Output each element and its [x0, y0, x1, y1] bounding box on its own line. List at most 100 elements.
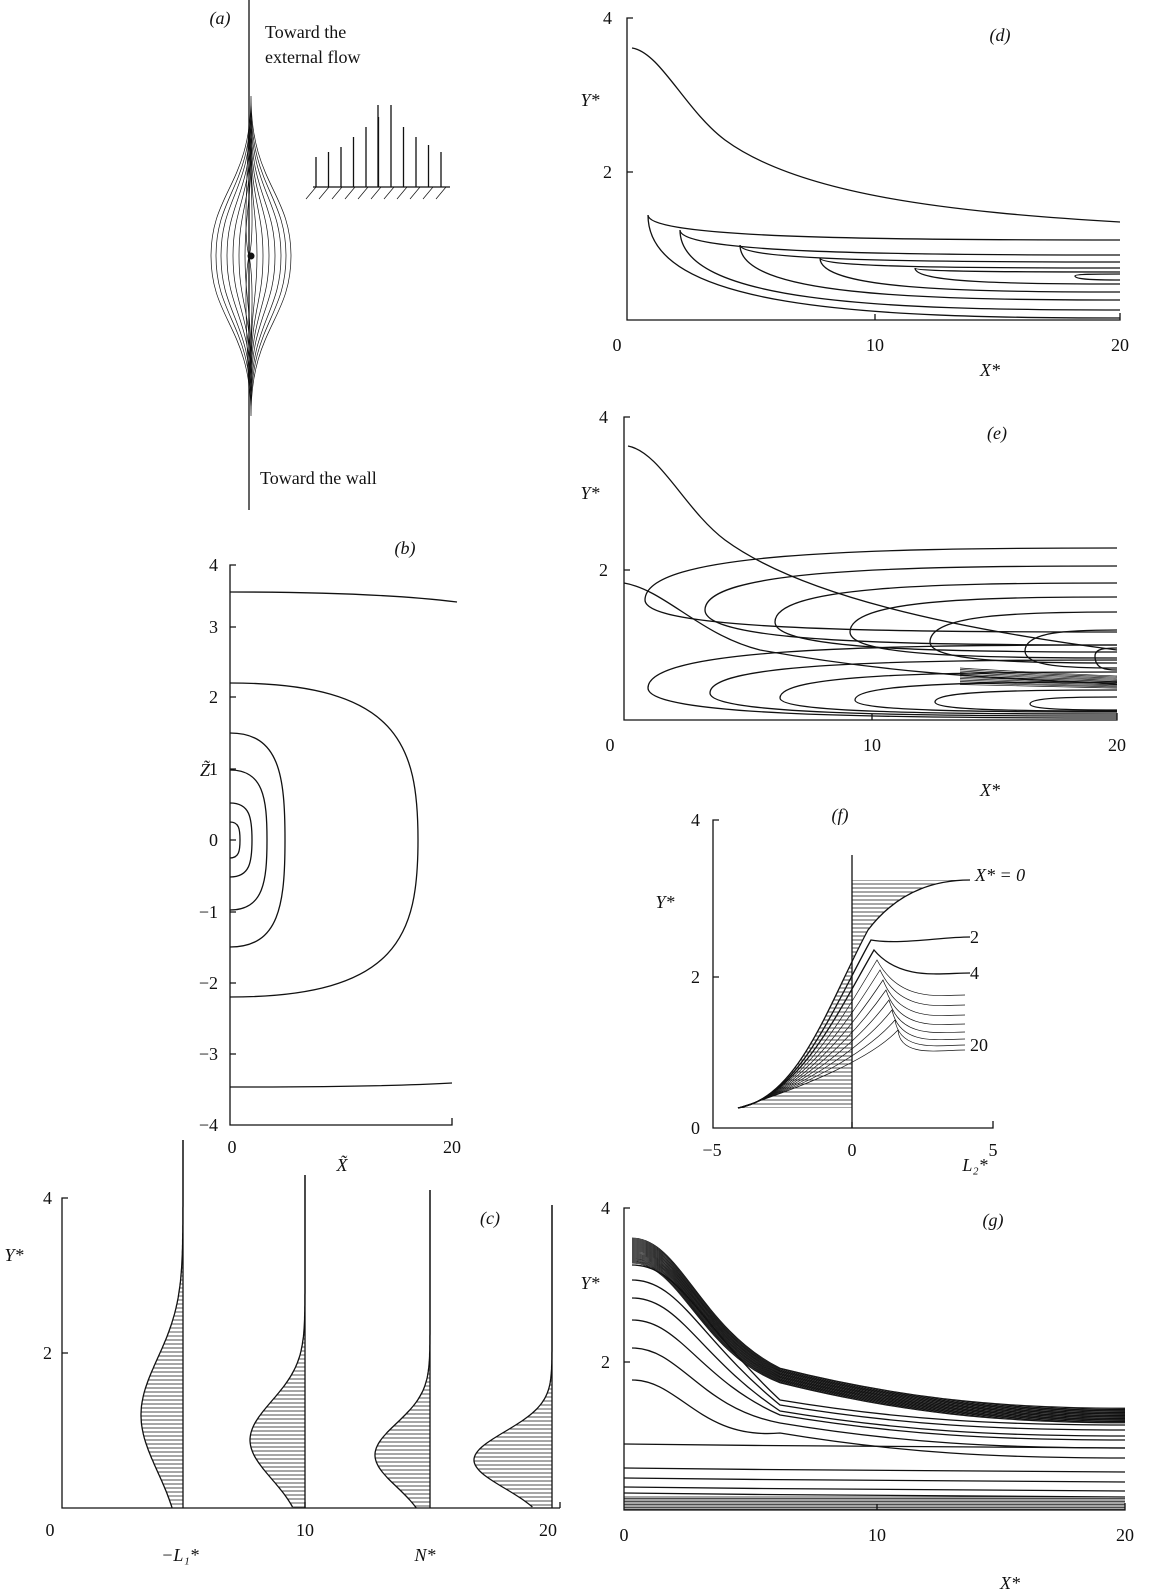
- y-tick-label: 2: [209, 687, 218, 707]
- y-axis-label: Y*: [580, 483, 600, 503]
- streamline: [631, 1242, 1126, 1412]
- contour: [229, 682, 419, 998]
- stream-tube: [226, 119, 276, 393]
- contour: [709, 659, 1118, 717]
- contour: [229, 591, 458, 603]
- contour: [229, 821, 241, 859]
- contour: [959, 684, 1118, 689]
- wall-hatch: [409, 186, 421, 200]
- streamline: [631, 1255, 1126, 1420]
- annotation: Toward the external flow: [265, 22, 361, 67]
- x-tick-label: 20: [1116, 1525, 1134, 1545]
- streamline: [631, 1247, 1126, 1415]
- y-axis-label: Z̃: [199, 760, 211, 780]
- profile-curve: [737, 959, 966, 1109]
- contour: [739, 244, 1121, 301]
- streamline: [631, 1256, 1126, 1420]
- x-tick-label: 0: [612, 335, 622, 355]
- contour: [959, 676, 1118, 683]
- x-tick-label: 10: [296, 1520, 314, 1540]
- profile: [249, 1175, 306, 1508]
- streamline: [631, 1239, 1126, 1410]
- contour: [644, 547, 1118, 633]
- y-tick-label: 4: [601, 1198, 610, 1218]
- contour: [779, 671, 1118, 715]
- panel-label: (e): [987, 423, 1007, 443]
- x-tick-label: 20: [1108, 735, 1126, 755]
- stream-tube: [244, 146, 258, 366]
- streamline: [631, 1244, 1126, 1413]
- contour: [959, 669, 1118, 678]
- stream-tube: [215, 103, 287, 409]
- x-tick-label: 0: [619, 1525, 629, 1545]
- y-tick-label: 2: [603, 162, 612, 182]
- wall-hatch: [435, 186, 447, 200]
- streamline: [631, 1241, 1126, 1411]
- x-tick-label: 10: [868, 1525, 886, 1545]
- x-tick-label: 20: [539, 1520, 557, 1540]
- streamline: [631, 1264, 1126, 1426]
- streamline: [631, 1261, 1126, 1423]
- x-tick-label: −5: [702, 1140, 722, 1160]
- contour: [704, 565, 1118, 646]
- streamline: [631, 1245, 1126, 1414]
- y-tick-label: 2: [691, 967, 700, 987]
- streamline: [631, 1260, 1126, 1423]
- y-tick-label: 4: [43, 1188, 52, 1208]
- contour: [647, 214, 1121, 319]
- y-tick-label: 0: [209, 830, 218, 850]
- streamline: [623, 1467, 1126, 1473]
- contour: [959, 670, 1118, 679]
- profile: [473, 1205, 553, 1508]
- wall-hatch: [344, 186, 356, 200]
- profile-curve: [737, 879, 971, 1109]
- panel-label: (f): [831, 805, 849, 825]
- contour: [929, 611, 1118, 664]
- contour: [959, 682, 1118, 688]
- wall-hatch: [305, 186, 317, 200]
- contour: [647, 644, 1118, 719]
- y-axis-label: Y*: [580, 1273, 600, 1293]
- profile: [374, 1190, 431, 1509]
- streamline: [631, 1252, 1126, 1418]
- contour: [959, 681, 1118, 687]
- profile-curve: [737, 989, 966, 1109]
- streamline: [631, 1253, 1126, 1418]
- profile-curve: [737, 1019, 966, 1109]
- streamline: [623, 1492, 1126, 1498]
- streamline: [623, 1486, 1126, 1492]
- y-tick-label: 4: [599, 407, 608, 427]
- contour: [627, 445, 1118, 651]
- streamline: [631, 1238, 1126, 1409]
- y-axis-label: Y*: [4, 1245, 24, 1265]
- x-axis-label: N*: [414, 1545, 436, 1565]
- x-tick-label: 10: [866, 335, 884, 355]
- curve-label: 4: [970, 963, 979, 983]
- x-axis-label: L₂*: [962, 1155, 988, 1175]
- x-axis-label: −L₁*: [161, 1545, 199, 1565]
- contour: [959, 679, 1118, 686]
- y-tick-label: 2: [43, 1343, 52, 1363]
- y-tick-label: 0: [691, 1118, 700, 1138]
- x-axis-label: X*: [1000, 1573, 1020, 1593]
- streamline: [631, 1243, 1126, 1412]
- contour: [1074, 273, 1121, 281]
- y-tick-label: 4: [209, 555, 218, 575]
- streamline: [623, 1477, 1126, 1483]
- wall-hatch: [383, 186, 395, 200]
- contour: [959, 675, 1118, 682]
- streamline: [631, 1246, 1126, 1414]
- y-tick-label: −1: [198, 902, 218, 922]
- stream-tube: [238, 137, 264, 375]
- contour: [679, 229, 1121, 311]
- panel-a-drawing: [248, 0, 450, 510]
- contour: [229, 802, 253, 878]
- contour: [229, 1082, 453, 1088]
- streamline: [631, 1262, 1126, 1424]
- profile-curve: [737, 1029, 966, 1109]
- y-axis-label: Y*: [580, 90, 600, 110]
- profile-curve: [737, 999, 966, 1109]
- streamline: [631, 1249, 1126, 1416]
- x-tick-label: 20: [1111, 335, 1129, 355]
